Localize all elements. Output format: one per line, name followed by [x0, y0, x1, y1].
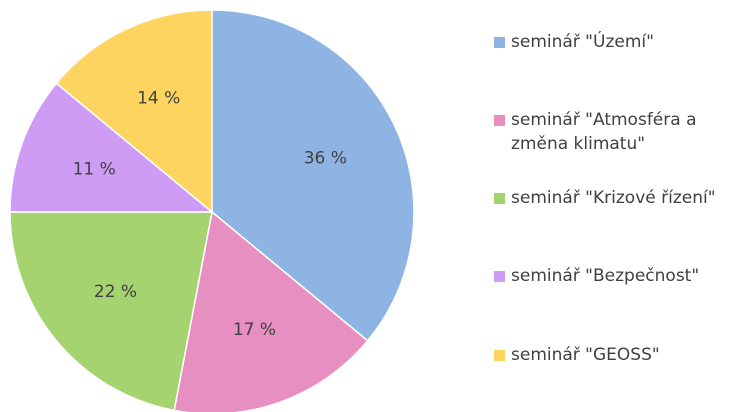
pie-slice	[211, 9, 415, 342]
data-label: 14 %	[137, 89, 180, 109]
legend-label: seminář "GEOSS"	[511, 345, 660, 365]
legend-swatch	[494, 115, 505, 126]
legend-item: seminář "Krizové řízení"	[494, 186, 750, 210]
pie-slice	[9, 211, 213, 412]
legend-label: seminář "Bezpečnost"	[511, 266, 700, 286]
pie-slice	[9, 82, 215, 213]
pie-slice	[173, 210, 369, 412]
legend-item: seminář "GEOSS"	[494, 343, 750, 367]
legend-item: seminář "Území"	[494, 30, 750, 54]
data-label: 36 %	[304, 149, 347, 169]
data-label: 11 %	[73, 160, 116, 180]
pie: 36 % 17 % 22 % 11 % 14 %	[9, 9, 415, 412]
legend-item: seminář "Bezpečnost"	[494, 264, 750, 288]
data-label: 22 %	[94, 282, 137, 302]
legend-swatch	[494, 271, 505, 282]
pie-slice	[55, 9, 213, 214]
legend-label: seminář "Atmosféra a změna klimatu"	[511, 110, 697, 154]
legend-swatch	[494, 193, 505, 204]
legend-label: seminář "Území"	[511, 32, 654, 52]
legend-swatch	[494, 350, 505, 361]
legend-item: seminář "Atmosféra a změna klimatu"	[494, 108, 750, 156]
legend-label: seminář "Krizové řízení"	[511, 188, 716, 208]
data-label: 17 %	[233, 320, 276, 340]
legend-swatch	[494, 37, 505, 48]
